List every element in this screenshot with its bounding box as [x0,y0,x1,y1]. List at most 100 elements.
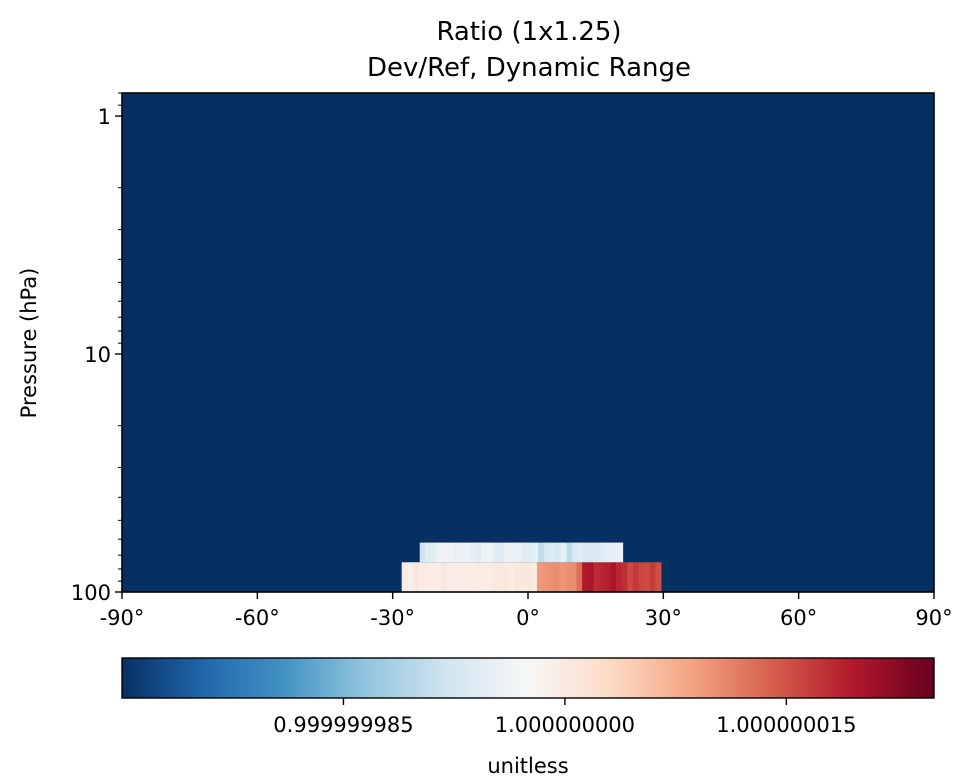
heatmap-cell [548,562,555,592]
heatmap-cell [644,562,651,592]
heatmap-cell [464,542,471,563]
x-tick-label: 60° [780,606,817,630]
heatmap-cell [458,562,465,592]
heatmap-cell [503,562,510,592]
heatmap-cell [566,542,573,563]
heatmap-cell [582,562,589,592]
heatmap-plot-area: -90° -60° -30° 0° 30° 60° 90° 1 10 100 [71,92,953,630]
heatmap-cell [583,542,590,563]
heatmap-cell [570,562,577,592]
heatmap-cell [587,562,594,592]
y-tick-label: 100 [71,581,111,605]
heatmap-cell [531,562,538,592]
heatmap-cell [542,562,549,592]
heatmap-cell [498,542,505,563]
heatmap-cell [424,562,431,592]
heatmap-cell [611,542,618,563]
y-tick-label: 10 [84,343,111,367]
heatmap-cell [480,562,487,592]
heatmap-cell [481,542,488,563]
heatmap-cell [515,542,522,563]
heatmap-cell [560,542,567,563]
heatmap-cell [429,562,436,592]
x-tick-label: 30° [645,606,682,630]
heatmap-cell [441,562,448,592]
heatmap-cell [610,562,617,592]
heatmap-cell [446,562,453,592]
heatmap-cell [549,542,556,563]
x-tick-label: -60° [235,606,280,630]
heatmap-cell [604,562,611,592]
heatmap-cell [401,562,408,592]
heatmap-cell [638,562,645,592]
heatmap-cell [491,562,498,592]
heatmap-cell [555,542,562,563]
heatmap-cell [621,562,628,592]
colorbar-tick-label: 0.999999985 [273,713,413,737]
heatmap-cell [571,542,579,563]
heatmap-cell [565,562,572,592]
heatmap-cell [559,562,566,592]
heatmap-cell [487,542,494,563]
colorbar-label: unitless [487,754,568,778]
chart-title-line-2: Dev/Ref, Dynamic Range [367,53,691,83]
heatmap-cell [632,562,639,592]
heatmap-cell [525,562,532,592]
heatmap-cell [577,542,584,563]
heatmap-cell [615,562,623,592]
x-tick-label: 90° [915,606,952,630]
heatmap-cell [419,542,426,563]
heatmap-cell [514,562,521,592]
heatmap-cell [655,562,662,592]
heatmap-cell [447,542,454,563]
heatmap-cell [459,542,466,563]
heatmap-cell [593,562,600,592]
x-tick-label: -90° [100,606,145,630]
colorbar: 0.999999985 1.000000000 1.000000015 [121,657,935,737]
y-tick-label: 1 [98,105,111,129]
heatmap-cell [418,562,425,592]
heatmap-cell [425,542,432,563]
heatmap-cell [537,562,544,592]
heatmap-cell [627,562,634,592]
heatmap-cell [452,562,459,592]
heatmap-cell [521,542,528,563]
heatmap-cell [486,562,493,592]
heatmap-cell [576,562,583,592]
heatmap-cell [553,562,560,592]
heatmap-cell [431,542,438,563]
heatmap-cell [435,562,442,592]
heatmap-cell [588,542,595,563]
x-tick-label: 0° [516,606,540,630]
chart-title-line-1: Ratio (1x1.25) [436,17,621,47]
heatmap-cell [605,542,612,563]
colorbar-tick-label: 1.000000000 [495,713,635,737]
heatmap-cell [493,542,500,563]
heatmap-cell [469,562,476,592]
heatmap-cell [617,542,624,563]
heatmap-cell [463,562,470,592]
heatmap-cell [436,542,443,563]
colorbar-gradient [121,657,935,699]
heatmap-cell [599,562,606,592]
heatmap-cell [509,542,516,563]
heatmap-cell [504,542,511,563]
x-tick-label: -30° [370,606,415,630]
heatmap-cell [600,542,607,563]
y-axis-label: Pressure (hPa) [17,268,41,419]
heatmap-cell [649,562,656,592]
heatmap-cell [476,542,483,563]
heatmap-cell [508,562,515,592]
heatmap-cell [453,542,460,563]
heatmap-cell [497,562,504,592]
heatmap-cell [520,562,527,592]
heatmap-cell [474,562,482,592]
heatmap-background-field [122,93,934,592]
heatmap-cell [442,542,449,563]
heatmap-cell [594,542,601,563]
heatmap-cell [470,542,477,563]
heatmap-cell [538,542,545,563]
colorbar-tick-label: 1.000000015 [716,713,856,737]
heatmap-cell [543,542,550,563]
